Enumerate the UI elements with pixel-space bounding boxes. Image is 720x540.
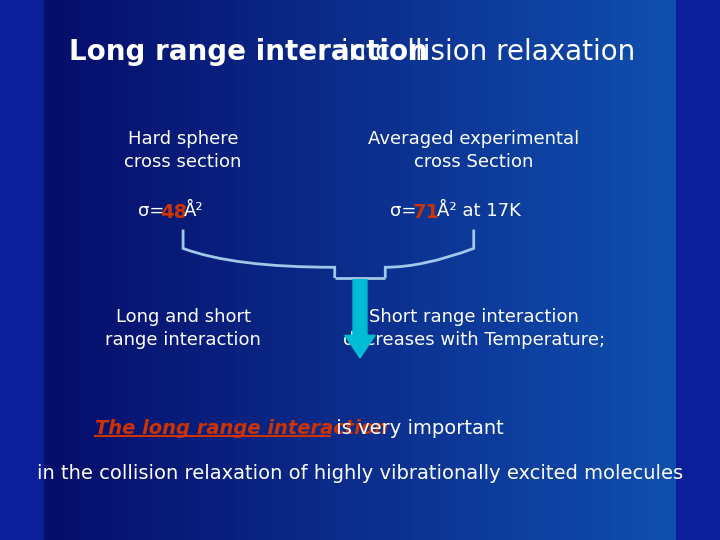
Bar [107, 0, 118, 540]
Bar [44, 0, 55, 540]
Bar [465, 0, 476, 540]
Bar [487, 0, 497, 540]
Text: in collision relaxation: in collision relaxation [332, 38, 635, 66]
Text: σ=: σ= [390, 202, 417, 220]
Bar [171, 0, 181, 540]
Text: 48: 48 [160, 202, 187, 221]
Bar [655, 0, 665, 540]
Bar [508, 0, 518, 540]
Bar [549, 0, 560, 540]
Bar [497, 0, 508, 540]
Bar [149, 0, 160, 540]
Bar [318, 0, 328, 540]
Bar [244, 0, 255, 540]
Bar [96, 0, 107, 540]
Text: in the collision relaxation of highly vibrationally excited molecules: in the collision relaxation of highly vi… [37, 464, 683, 483]
Bar [287, 0, 297, 540]
FancyArrow shape [345, 280, 375, 358]
Bar [592, 0, 602, 540]
Bar [360, 0, 371, 540]
Text: Å²: Å² [184, 202, 204, 220]
Bar [602, 0, 613, 540]
Bar [65, 0, 76, 540]
Bar [297, 0, 307, 540]
Bar [413, 0, 423, 540]
Bar [402, 0, 413, 540]
Bar [276, 0, 287, 540]
Bar [371, 0, 381, 540]
Bar [381, 0, 392, 540]
Bar [528, 0, 539, 540]
Bar [233, 0, 244, 540]
Text: Averaged experimental
cross Section: Averaged experimental cross Section [368, 130, 580, 171]
Bar [212, 0, 223, 540]
Bar [86, 0, 96, 540]
Bar [181, 0, 192, 540]
Text: The long range interaction: The long range interaction [94, 418, 387, 437]
Text: Å² at 17K: Å² at 17K [437, 202, 521, 220]
Bar [55, 0, 65, 540]
Bar [192, 0, 202, 540]
Bar [128, 0, 139, 540]
Bar [624, 0, 634, 540]
Bar [160, 0, 171, 540]
Bar [392, 0, 402, 540]
Bar [423, 0, 433, 540]
Bar [139, 0, 149, 540]
Bar [433, 0, 444, 540]
Bar [265, 0, 276, 540]
Bar [665, 0, 676, 540]
Bar [571, 0, 581, 540]
Bar [560, 0, 571, 540]
Bar [444, 0, 455, 540]
Bar [539, 0, 549, 540]
Bar [613, 0, 624, 540]
Bar [455, 0, 465, 540]
Bar [476, 0, 487, 540]
Bar [339, 0, 349, 540]
Bar [349, 0, 360, 540]
Bar [223, 0, 233, 540]
Bar [518, 0, 528, 540]
Bar [634, 0, 644, 540]
Text: Long range interaction: Long range interaction [69, 38, 428, 66]
Text: σ=: σ= [138, 202, 164, 220]
Text: Short range interaction
decreases with Temperature;: Short range interaction decreases with T… [343, 308, 605, 349]
Bar [255, 0, 265, 540]
Bar [118, 0, 128, 540]
Text: Hard sphere
cross section: Hard sphere cross section [125, 130, 242, 171]
Text: is very important: is very important [330, 418, 503, 437]
Bar [202, 0, 212, 540]
Text: Long and short
range interaction: Long and short range interaction [105, 308, 261, 349]
Bar [581, 0, 592, 540]
Text: 71: 71 [413, 202, 440, 221]
Bar [307, 0, 318, 540]
Bar [644, 0, 655, 540]
Bar [76, 0, 86, 540]
Bar [328, 0, 339, 540]
